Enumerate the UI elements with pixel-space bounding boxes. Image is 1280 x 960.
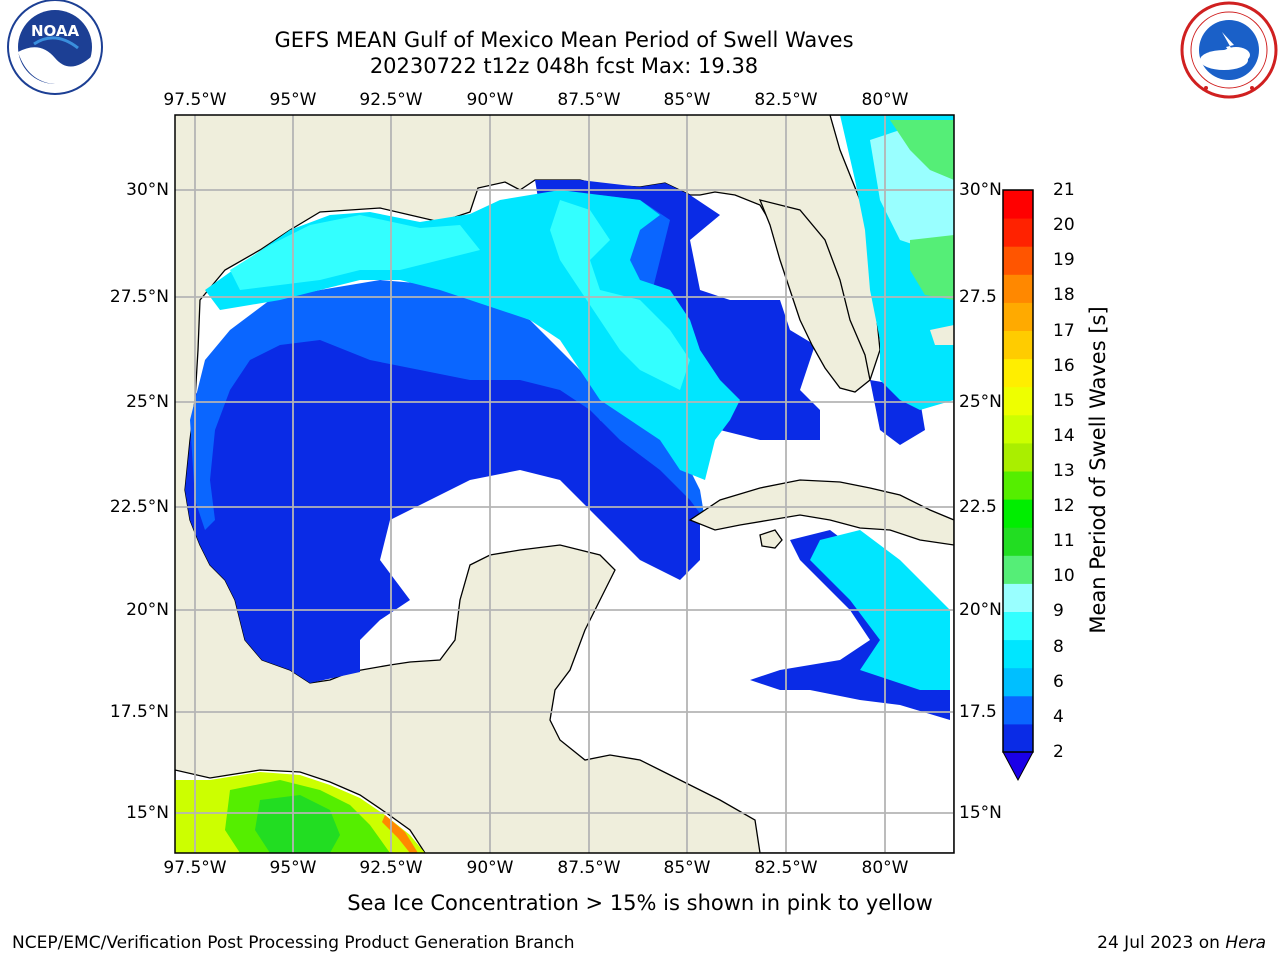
colorbar-label: Mean Period of Swell Waves [s] (1086, 306, 1110, 634)
colorbar-segment (1003, 330, 1033, 360)
lon-tick-bottom: 90°W (466, 858, 514, 878)
map-subtitle: 20230722 t12z 048h fcst Max: 19.38 (369, 54, 759, 78)
colorbar-tick: 4 (1053, 707, 1064, 727)
colorbar-segment (1003, 499, 1033, 528)
lon-tick-bottom: 92.5°W (359, 858, 423, 878)
footer-credit: NCEP/EMC/Verification Post Processing Pr… (12, 933, 575, 953)
swell-field-9-10s (890, 120, 954, 180)
colorbar-segment (1003, 190, 1033, 219)
lat-tick-right: 25°N (959, 392, 1002, 412)
colorbar-segment (1003, 667, 1033, 697)
colorbar-segment (1003, 723, 1033, 753)
lat-tick-left: 27.5°N (109, 287, 169, 307)
sea-ice-note: Sea Ice Concentration > 15% is shown in … (347, 891, 933, 915)
colorbar-segment (1003, 386, 1033, 416)
colorbar-segment (1003, 246, 1033, 275)
lon-tick-bottom: 97.5°W (163, 858, 227, 878)
footer-date: 24 Jul 2023 on Hera (1097, 933, 1266, 953)
lon-tick-top: 87.5°W (557, 90, 621, 110)
footer-host: Hera (1225, 933, 1266, 953)
lat-tick-right: 22.5 (959, 497, 997, 517)
lat-tick-left: 15°N (126, 803, 169, 823)
lon-tick-top: 90°W (466, 90, 514, 110)
lon-tick-bottom: 82.5°W (754, 858, 818, 878)
colorbar-tick: 18 (1053, 285, 1075, 305)
map-title: GEFS MEAN Gulf of Mexico Mean Period of … (274, 28, 854, 52)
colorbar-tick: 17 (1053, 321, 1075, 341)
colorbar-segment (1003, 639, 1033, 669)
lat-tick-right: 20°N (959, 600, 1002, 620)
lon-tick-bottom: 80°W (861, 858, 909, 878)
colorbar-segment (1003, 611, 1033, 641)
colorbar-tick: 19 (1053, 250, 1075, 270)
colorbar-tick: 11 (1053, 531, 1075, 551)
colorbar-segment (1003, 527, 1033, 556)
footer-date-text: 24 Jul 2023 on (1097, 933, 1226, 953)
colorbar-segment (1003, 695, 1033, 725)
colorbar-tick: 6 (1053, 672, 1064, 692)
lon-tick-top: 97.5°W (163, 90, 227, 110)
swell-field-8-9s (550, 200, 690, 390)
lat-tick-right: 27.5 (959, 287, 997, 307)
colorbar-tick: 21 (1053, 180, 1075, 200)
lat-tick-left: 17.5°N (109, 702, 169, 722)
swell-field-2-4s (185, 310, 700, 683)
colorbar-tick: 9 (1053, 601, 1064, 621)
lon-tick-bottom: 95°W (269, 858, 317, 878)
lon-tick-bottom: 85°W (663, 858, 711, 878)
colorbar-tick: 14 (1053, 426, 1075, 446)
noaa-logo-icon: NOAA (7, 0, 103, 95)
lon-tick-top: 85°W (663, 90, 711, 110)
colorbar-tick: 13 (1053, 461, 1075, 481)
swell-field-9-10s-b (910, 235, 954, 300)
colorbar-tick: 12 (1053, 496, 1075, 516)
colorbar-tick: 15 (1053, 391, 1075, 411)
colorbar-extend-triangle (1002, 751, 1034, 782)
colorbar-segment (1003, 414, 1033, 444)
colorbar-segment (1003, 442, 1033, 472)
nws-logo-icon (1180, 1, 1278, 99)
lat-tick-left: 22.5°N (109, 497, 169, 517)
colorbar-segment (1003, 274, 1033, 303)
cuba-land (688, 479, 954, 546)
lon-tick-top: 80°W (861, 90, 909, 110)
lon-tick-top: 95°W (269, 90, 317, 110)
bahamas-land (930, 325, 954, 345)
colorbar-segment (1003, 302, 1033, 331)
noaa-logo-text: NOAA (31, 22, 80, 40)
colorbar-segment (1003, 358, 1033, 388)
lat-tick-left: 30°N (126, 180, 169, 200)
colorbar-segment (1003, 471, 1033, 500)
swell-field-pacific-10-11s (255, 795, 340, 853)
lat-tick-left: 25°N (126, 392, 169, 412)
lat-tick-right: 15°N (959, 803, 1002, 823)
colorbar-segment (1003, 218, 1033, 247)
colorbar-frame (1002, 189, 1034, 753)
florida-land (758, 199, 871, 393)
lon-tick-top: 82.5°W (754, 90, 818, 110)
colorbar-segment (1003, 555, 1033, 584)
colorbar-segment (1003, 583, 1033, 612)
lon-tick-top: 92.5°W (359, 90, 423, 110)
colorbar (1003, 190, 1033, 753)
lat-tick-right: 17.5 (959, 702, 997, 722)
swell-field-4-6s (190, 280, 705, 530)
colorbar-tick: 2 (1053, 742, 1064, 762)
isla-juventud-land (759, 529, 783, 549)
lat-tick-left: 20°N (126, 600, 169, 620)
colorbar-tick: 8 (1053, 637, 1064, 657)
colorbar-tick: 20 (1053, 215, 1075, 235)
map-frame (174, 114, 955, 854)
lat-tick-right: 30°N (959, 180, 1002, 200)
colorbar-tick: 10 (1053, 566, 1075, 586)
lon-tick-bottom: 87.5°W (557, 858, 621, 878)
graticule (175, 115, 954, 853)
colorbar-tick: 16 (1053, 356, 1075, 376)
